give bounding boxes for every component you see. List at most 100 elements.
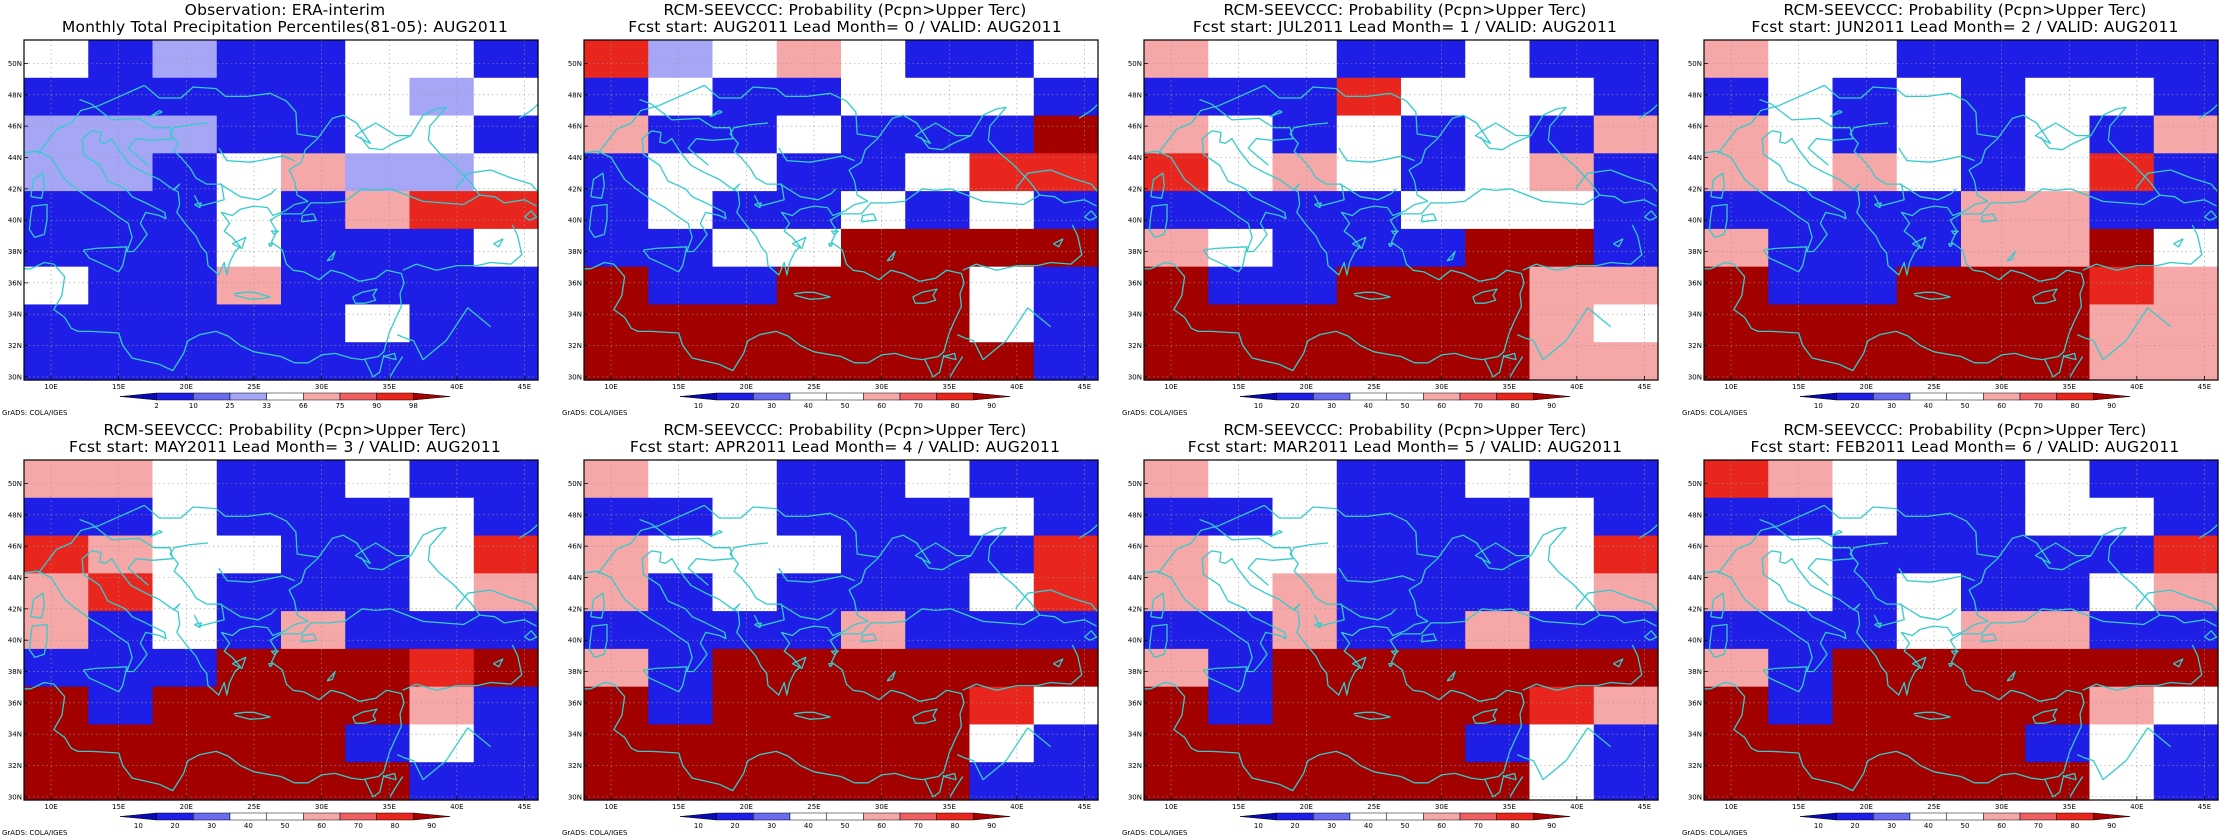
graticule — [1704, 40, 2218, 380]
colorbar-segment — [193, 812, 231, 821]
colorbar-segment — [679, 812, 717, 821]
grid-cell — [1529, 497, 1595, 537]
colorbar-label: 90 — [987, 402, 996, 410]
lon-label: 10E — [1164, 803, 1177, 811]
grid-cell — [2153, 648, 2219, 688]
grid-cell — [2153, 724, 2219, 763]
grid-cell — [584, 686, 649, 726]
grid-cell — [1529, 686, 1595, 726]
grid-cell — [88, 611, 154, 650]
grid-cell — [1768, 115, 1834, 154]
lon-label: 40E — [1010, 383, 1023, 391]
grid-cell — [712, 497, 778, 537]
grid-cell — [2025, 40, 2091, 79]
grid-cell — [152, 686, 218, 726]
grid-cell — [2089, 535, 2155, 574]
map-svg: 50N 48N 46N 44N 42N 40N 38N 36N 34N 32N 30N 10E 15E 2… — [1688, 39, 2219, 410]
colorbar — [1799, 812, 2131, 821]
colorbar-segment — [753, 812, 791, 821]
grid-cell — [152, 77, 218, 117]
lon-label: 25E — [247, 383, 260, 391]
lon-label: 35E — [383, 803, 396, 811]
colorbar-label: 50 — [281, 822, 290, 830]
grid-cell — [1144, 497, 1209, 537]
colorbar-segment — [1873, 812, 1911, 821]
grid-cell — [2025, 460, 2091, 499]
lat-label: 30N — [568, 793, 582, 801]
colorbar-label: 40 — [804, 822, 813, 830]
grid-cell — [2153, 573, 2219, 612]
panel-subtitle: Fcst start: APR2011 Lead Month= 4 / VALI… — [629, 438, 1061, 456]
colorbar-label: 70 — [914, 402, 923, 410]
lon-label: 40E — [1010, 803, 1023, 811]
grid-cell — [1272, 77, 1338, 117]
grid-cell — [969, 497, 1035, 537]
grid-cell — [1272, 724, 1338, 763]
map-frame — [583, 459, 1099, 801]
map-frame — [583, 39, 1099, 381]
grid-cell — [409, 497, 475, 537]
colorbar-segment — [1239, 812, 1277, 821]
lat-label: 34N — [1128, 311, 1142, 319]
grid-cell — [905, 228, 971, 268]
grid-cell — [88, 724, 154, 763]
lon-label: 30E — [875, 383, 888, 391]
colorbar-segment — [1349, 812, 1387, 821]
grid-cell — [152, 460, 218, 499]
grid-cell — [1401, 40, 1466, 79]
colorbar-label: 60 — [877, 402, 886, 410]
grid-cell — [2153, 191, 2219, 230]
lon-label: 15E — [112, 383, 125, 391]
grid-cell — [2153, 686, 2219, 726]
grid-cell — [2025, 497, 2091, 537]
colorbar-label: 10 — [1254, 402, 1263, 410]
grid-cell — [1272, 460, 1338, 499]
lat-label: 40N — [568, 637, 582, 645]
grid-cell — [473, 686, 539, 726]
lat-label: 38N — [1688, 668, 1702, 676]
lat-label: 30N — [8, 793, 22, 801]
grid-cell — [152, 40, 218, 79]
grid-cell — [345, 228, 411, 268]
lat-label: 46N — [8, 543, 22, 551]
grid-cell — [24, 535, 89, 574]
grid-cell — [1033, 535, 1099, 574]
grid-cell — [281, 724, 346, 763]
colorbar-segment — [1533, 392, 1571, 401]
grid-cell — [1832, 77, 1898, 117]
colorbar-segment — [339, 812, 377, 821]
grid-cell — [473, 460, 539, 499]
grid-cell — [1033, 573, 1099, 612]
grid-cell — [1208, 266, 1274, 306]
grid-cell — [841, 686, 906, 726]
colorbar-label: 70 — [914, 822, 923, 830]
grid-cell — [648, 535, 714, 574]
grid-cell — [409, 724, 475, 763]
colorbar-segment — [1313, 812, 1351, 821]
colorbar-label: 80 — [391, 822, 400, 830]
colorbar-segment — [1836, 392, 1874, 401]
lon-label: 45E — [1638, 383, 1651, 391]
lat-label: 30N — [1128, 793, 1142, 801]
grid-cell — [905, 611, 971, 650]
panel-title: RCM-SEEVCCC: Probability (Pcpn>Upper Ter… — [103, 421, 467, 439]
grid-cell — [1961, 266, 2026, 306]
lon-label: 10E — [44, 383, 57, 391]
lon-label: 15E — [1232, 803, 1245, 811]
lon-label: 10E — [1724, 803, 1737, 811]
lat-label: 34N — [8, 311, 22, 319]
colorbar-label: 20 — [1291, 822, 1300, 830]
grid-cell — [216, 573, 282, 612]
panel-title: Observation: ERA-interim — [184, 1, 386, 19]
lon-label: 15E — [1232, 383, 1245, 391]
grid-cell — [841, 497, 906, 537]
lon-label: 30E — [1995, 383, 2008, 391]
grid-cell — [1896, 724, 1962, 763]
grid-cell — [1832, 228, 1898, 268]
grid-cell — [969, 191, 1035, 230]
colorbar-segment — [826, 392, 864, 401]
grid-cell — [345, 40, 411, 79]
colorbar-segment — [789, 812, 827, 821]
lat-label: 44N — [1688, 154, 1702, 162]
lon-label: 25E — [247, 803, 260, 811]
